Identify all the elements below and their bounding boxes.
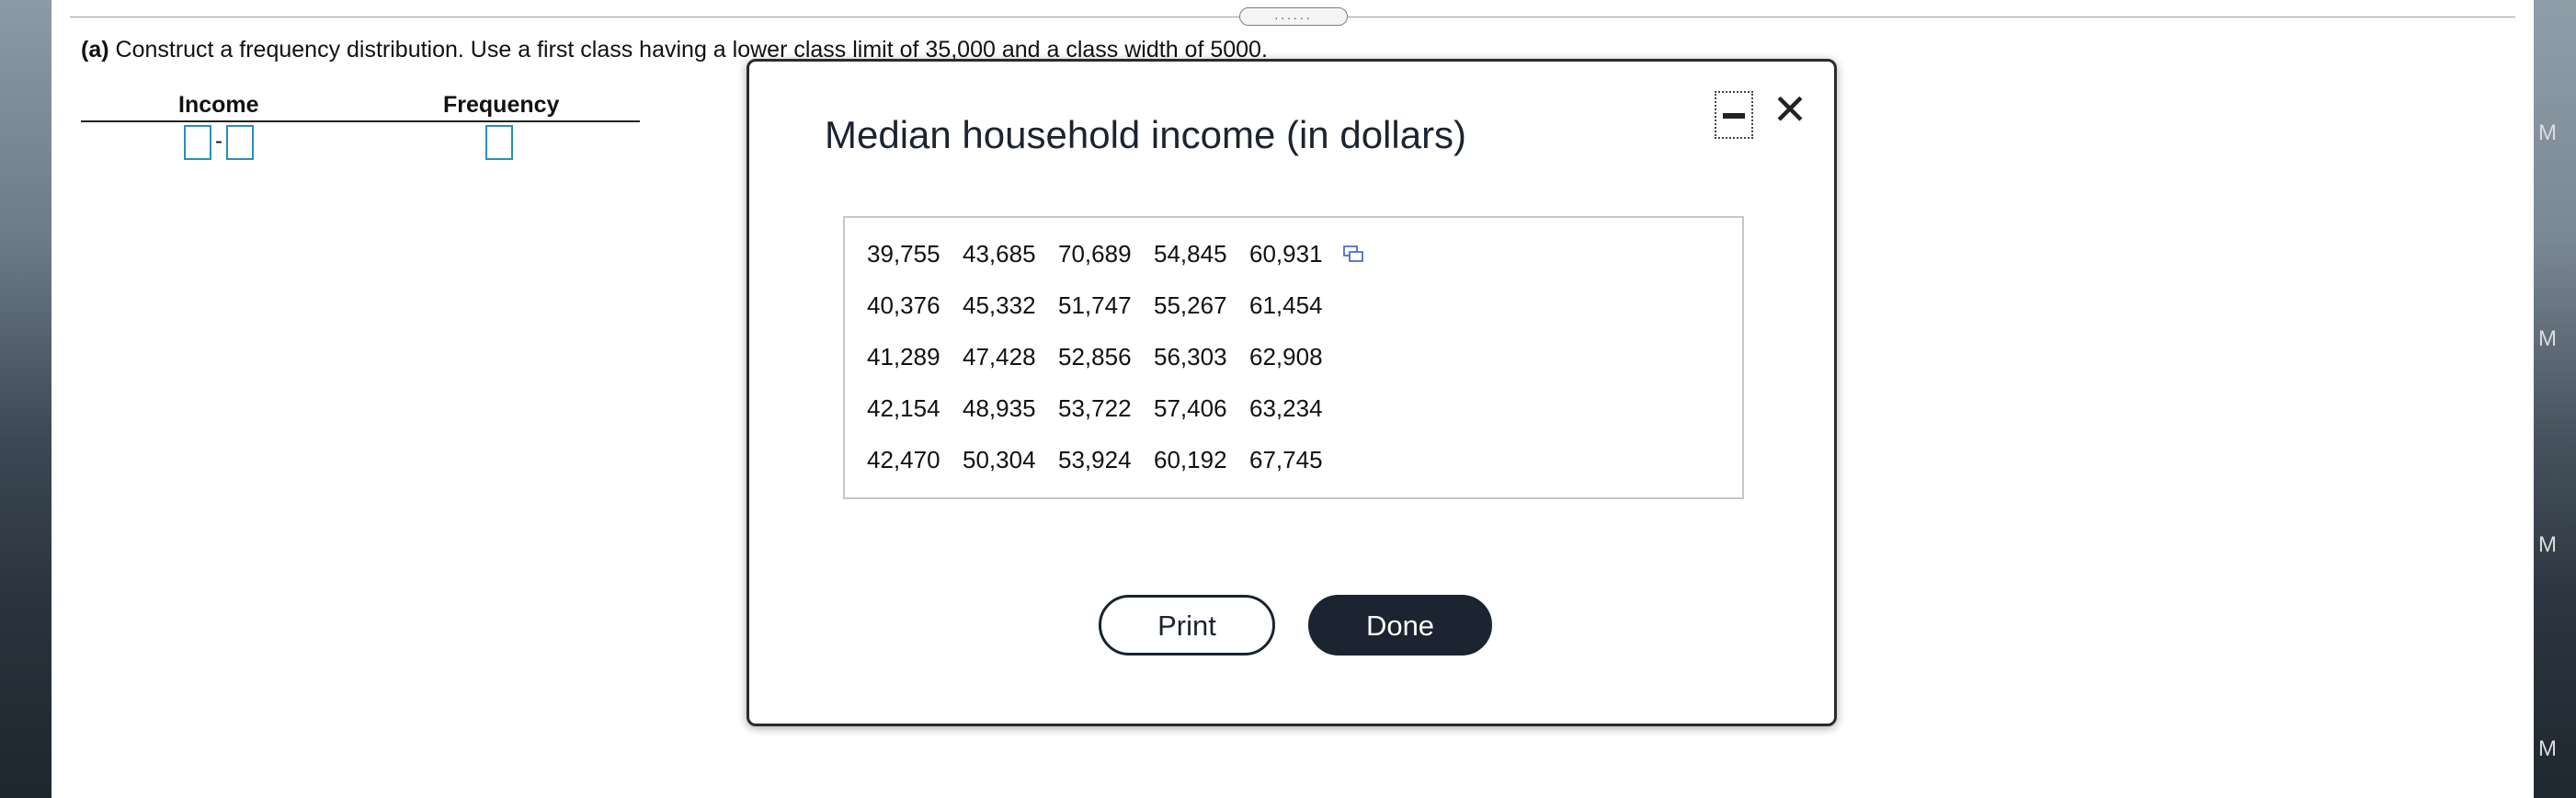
data-cell: 60,192 [1154, 446, 1227, 473]
background-right [2534, 0, 2576, 798]
data-cell: 43,685 [963, 240, 1036, 268]
data-cell: 42,154 [867, 394, 940, 422]
data-cell: 60,931 [1249, 240, 1323, 268]
close-button[interactable]: ✕ [1770, 86, 1810, 133]
table-header-rule [81, 120, 640, 122]
data-cell: 48,935 [963, 394, 1036, 422]
data-cell: 47,428 [963, 343, 1036, 370]
income-range-dash: - [215, 129, 222, 154]
income-data-table: 39,755 43,685 70,689 54,845 60,931 40,37… [843, 216, 1744, 499]
frequency-column-header: Frequency [443, 92, 560, 118]
data-cell: 45,332 [963, 291, 1036, 319]
data-cell: 51,747 [1058, 291, 1132, 319]
side-badge-4: M [2538, 736, 2557, 761]
minimize-button[interactable] [1715, 91, 1753, 139]
data-cell: 52,856 [1058, 343, 1132, 370]
question-text: (a) Construct a frequency distribution. … [81, 37, 1268, 63]
data-cell: 53,924 [1058, 446, 1132, 473]
data-cell: 40,376 [867, 291, 940, 319]
side-badge-1: M [2538, 120, 2557, 145]
done-button[interactable]: Done [1308, 595, 1492, 656]
background-left [0, 0, 51, 798]
data-cell: 41,289 [867, 343, 940, 370]
data-cell: 55,267 [1154, 291, 1227, 319]
data-cell: 70,689 [1058, 240, 1132, 268]
data-cell: 42,470 [867, 446, 940, 473]
data-cell: 67,745 [1249, 446, 1323, 473]
data-cell: 54,845 [1154, 240, 1227, 268]
income-lower-input[interactable] [184, 125, 211, 160]
dialog-title: Median household income (in dollars) [825, 113, 1467, 156]
data-cell: 53,722 [1058, 394, 1132, 422]
data-dialog: Median household income (in dollars) ✕ 3… [747, 59, 1837, 726]
copy-icon[interactable] [1343, 245, 1363, 264]
side-badge-2: M [2538, 326, 2557, 351]
data-cell: 39,755 [867, 240, 940, 268]
close-icon: ✕ [1772, 86, 1808, 133]
data-cell: 62,908 [1249, 343, 1323, 370]
data-cell: 50,304 [963, 446, 1036, 473]
frequency-input[interactable] [485, 125, 513, 160]
income-column-header: Income [178, 92, 259, 118]
question-body: Construct a frequency distribution. Use … [108, 37, 1268, 63]
data-cell: 61,454 [1249, 291, 1323, 319]
income-upper-input[interactable] [226, 125, 254, 160]
side-badge-3: M [2538, 532, 2557, 557]
question-part-label: (a) [81, 37, 109, 63]
income-data-grid: 39,755 43,685 70,689 54,845 60,931 40,37… [867, 238, 1345, 475]
print-button[interactable]: Print [1099, 595, 1275, 656]
resize-grip[interactable]: ...... [1239, 7, 1348, 26]
data-cell: 63,234 [1249, 394, 1323, 422]
data-cell: 57,406 [1154, 394, 1227, 422]
minimize-icon [1723, 113, 1745, 119]
data-cell: 56,303 [1154, 343, 1227, 370]
